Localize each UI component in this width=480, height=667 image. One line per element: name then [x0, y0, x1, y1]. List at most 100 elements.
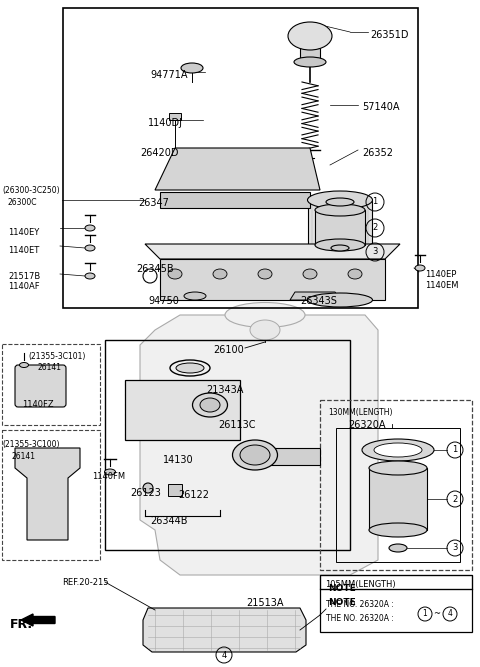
Text: NOTE: NOTE — [328, 598, 356, 607]
Ellipse shape — [184, 292, 206, 300]
Bar — [336, 428, 460, 562]
Text: 14130: 14130 — [163, 455, 193, 465]
Text: (26300-3C250): (26300-3C250) — [2, 186, 60, 195]
Bar — [255, 448, 320, 465]
Bar — [320, 400, 472, 570]
Bar — [320, 575, 472, 589]
Ellipse shape — [240, 445, 270, 465]
Bar — [169, 113, 181, 120]
Text: 1140EM: 1140EM — [425, 281, 458, 290]
Ellipse shape — [250, 320, 280, 340]
Text: 26345B: 26345B — [136, 264, 174, 274]
Polygon shape — [145, 244, 400, 259]
Text: 26320A: 26320A — [348, 420, 385, 430]
Text: 26141: 26141 — [12, 452, 36, 461]
Text: 3: 3 — [452, 544, 458, 552]
Bar — [63, 8, 418, 308]
Bar — [2, 344, 100, 425]
Ellipse shape — [85, 225, 95, 231]
Text: NOTE: NOTE — [328, 584, 356, 593]
Ellipse shape — [308, 293, 372, 307]
Text: 26344B: 26344B — [150, 516, 188, 526]
Bar — [315, 210, 365, 245]
Text: 1: 1 — [422, 610, 427, 618]
Ellipse shape — [192, 393, 228, 417]
Ellipse shape — [143, 483, 153, 493]
Bar — [369, 468, 427, 530]
Polygon shape — [155, 148, 320, 190]
FancyArrow shape — [21, 614, 55, 626]
Bar — [168, 484, 182, 496]
Text: ~: ~ — [433, 610, 440, 618]
Text: 21343A: 21343A — [206, 385, 243, 395]
Text: 1: 1 — [452, 446, 457, 454]
Ellipse shape — [85, 273, 95, 279]
Ellipse shape — [181, 63, 203, 73]
Ellipse shape — [85, 245, 95, 251]
Text: 94771A: 94771A — [150, 70, 188, 80]
Text: 2: 2 — [372, 223, 378, 233]
Ellipse shape — [315, 239, 365, 251]
Text: 26343S: 26343S — [300, 296, 337, 306]
FancyBboxPatch shape — [15, 365, 66, 407]
Text: 1140ET: 1140ET — [8, 246, 39, 255]
Ellipse shape — [176, 363, 204, 373]
Ellipse shape — [294, 57, 326, 67]
Bar — [105, 340, 350, 550]
Bar — [2, 430, 100, 560]
Text: 4: 4 — [447, 610, 453, 618]
Text: 1: 1 — [372, 197, 378, 207]
Ellipse shape — [374, 443, 422, 457]
Ellipse shape — [308, 191, 372, 209]
Text: 21513A: 21513A — [246, 598, 284, 608]
Text: 26300C: 26300C — [8, 198, 37, 207]
Ellipse shape — [331, 245, 349, 251]
Bar — [300, 48, 320, 62]
Ellipse shape — [105, 469, 116, 475]
Text: 105MM(LENGTH): 105MM(LENGTH) — [325, 580, 396, 589]
Ellipse shape — [326, 198, 354, 206]
Text: 2: 2 — [452, 494, 457, 504]
Ellipse shape — [288, 22, 332, 50]
Polygon shape — [143, 608, 306, 652]
Ellipse shape — [200, 398, 220, 412]
Polygon shape — [15, 448, 80, 540]
Text: 26100: 26100 — [213, 345, 244, 355]
Text: (21355-3C100): (21355-3C100) — [2, 440, 60, 449]
Ellipse shape — [415, 265, 425, 271]
Text: 94750: 94750 — [148, 296, 179, 306]
Ellipse shape — [258, 269, 272, 279]
Text: 1140FM: 1140FM — [92, 472, 125, 481]
Ellipse shape — [225, 303, 305, 327]
Text: 26123: 26123 — [130, 488, 161, 498]
Ellipse shape — [232, 440, 277, 470]
Text: 21517B: 21517B — [8, 272, 40, 281]
Text: THE NO. 26320A :: THE NO. 26320A : — [326, 614, 394, 623]
Ellipse shape — [315, 204, 365, 216]
Bar — [160, 259, 385, 300]
Bar — [125, 380, 240, 440]
Ellipse shape — [348, 269, 362, 279]
Text: 1140FZ: 1140FZ — [22, 400, 54, 409]
Ellipse shape — [369, 523, 427, 537]
Text: 26122: 26122 — [178, 490, 209, 500]
Text: (21355-3C101): (21355-3C101) — [28, 352, 85, 361]
Text: 4: 4 — [221, 650, 227, 660]
Text: 1140EP: 1140EP — [425, 270, 456, 279]
Ellipse shape — [362, 439, 434, 461]
Text: 26352: 26352 — [362, 148, 393, 158]
Bar — [320, 575, 472, 632]
Ellipse shape — [303, 269, 317, 279]
Text: 130MM(LENGTH): 130MM(LENGTH) — [328, 408, 393, 417]
Text: 26113C: 26113C — [218, 420, 255, 430]
Text: 26347: 26347 — [138, 198, 169, 208]
Text: 1140DJ: 1140DJ — [148, 118, 183, 128]
Ellipse shape — [389, 544, 407, 552]
Text: 57140A: 57140A — [362, 102, 399, 112]
Text: FR.: FR. — [10, 618, 33, 631]
Text: 1140AF: 1140AF — [8, 282, 40, 291]
Ellipse shape — [369, 461, 427, 475]
Text: THE NO. 26320A :: THE NO. 26320A : — [326, 600, 394, 609]
Bar — [160, 192, 310, 208]
Ellipse shape — [168, 269, 182, 279]
